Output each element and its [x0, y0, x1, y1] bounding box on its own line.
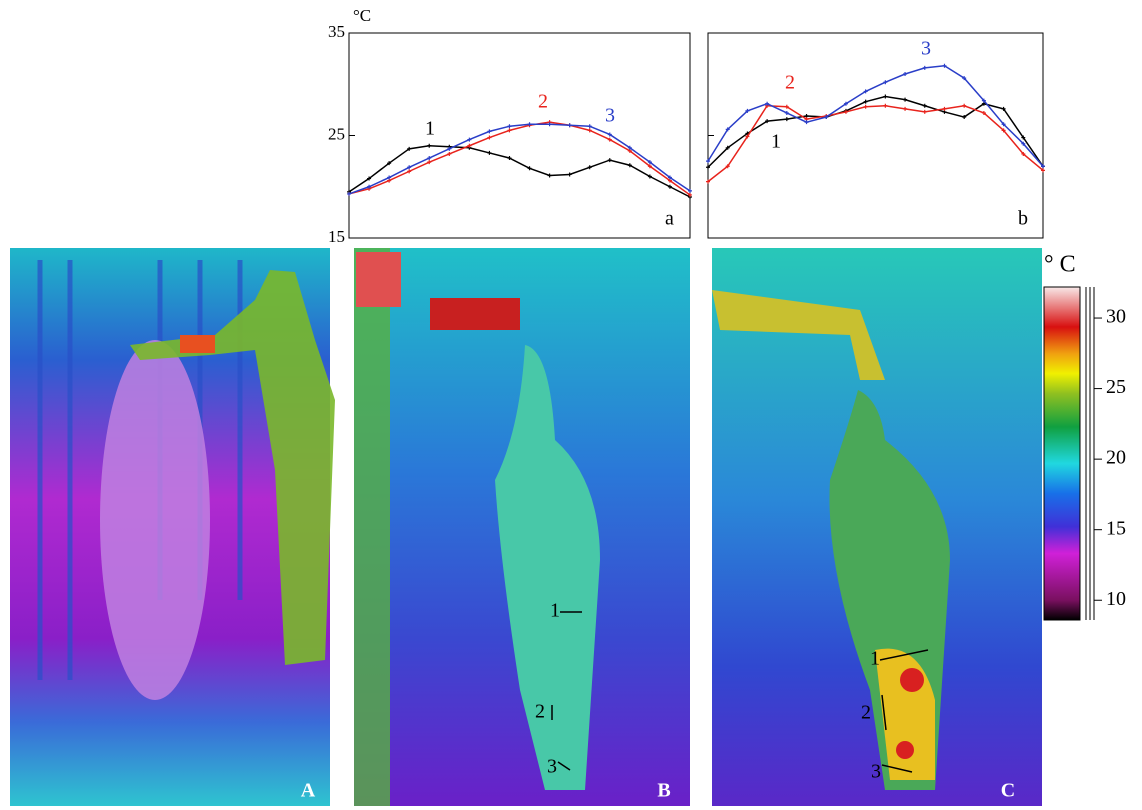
series-marker: [548, 173, 552, 177]
series-marker: [883, 95, 887, 99]
series-label: 2: [538, 91, 548, 113]
thermal-image-a: [10, 248, 335, 806]
series-marker: [923, 104, 927, 108]
image-label: A: [301, 780, 316, 802]
series-marker: [347, 192, 351, 196]
point-label: 3: [547, 756, 557, 778]
colorbar-tick-label: 30: [1106, 306, 1126, 328]
series-line: [349, 122, 690, 195]
series-marker: [785, 117, 789, 121]
point-label: 3: [871, 761, 881, 783]
image-label: B: [657, 780, 670, 802]
series-marker: [487, 151, 491, 155]
series-marker: [487, 129, 491, 133]
series-marker: [864, 105, 868, 109]
series-marker: [568, 123, 572, 127]
series-line: [708, 106, 1043, 182]
series-marker: [487, 136, 491, 140]
series-label: 1: [771, 131, 781, 153]
series-label: 3: [605, 105, 615, 127]
plot-frame: [349, 33, 690, 238]
colorbar-title: ° C: [1044, 252, 1076, 278]
series-line: [708, 66, 1043, 166]
point-label: 1: [550, 600, 560, 622]
y-tick-label: 25: [328, 124, 345, 143]
colorbar-tick-label: 10: [1106, 588, 1126, 610]
colorbar-tick-label: 15: [1106, 517, 1126, 539]
series-marker: [447, 152, 451, 156]
series-label: 2: [785, 72, 795, 94]
y-unit: °C: [353, 6, 371, 25]
series-marker: [588, 165, 592, 169]
series-marker: [883, 104, 887, 108]
panel-label: a: [665, 208, 674, 230]
series-marker: [507, 124, 511, 128]
series-marker: [608, 158, 612, 162]
series-marker: [962, 104, 966, 108]
series-marker: [903, 107, 907, 111]
thermal-image-b: [354, 248, 690, 806]
colorbar: [1044, 287, 1080, 620]
series-marker: [923, 66, 927, 70]
series-marker: [507, 128, 511, 132]
series-marker: [588, 124, 592, 128]
y-tick-label: 35: [328, 22, 345, 41]
colorbar-tick-label: 25: [1106, 376, 1126, 398]
series-marker: [903, 72, 907, 76]
panel-label: b: [1018, 208, 1028, 230]
series-marker: [903, 98, 907, 102]
thermal-image-c: [712, 248, 1042, 806]
series-marker: [568, 172, 572, 176]
point-label: 2: [535, 701, 545, 723]
series-line: [349, 124, 690, 194]
colorbar-tick-label: 20: [1106, 447, 1126, 469]
point-label: 1: [870, 648, 880, 670]
series-marker: [923, 110, 927, 114]
y-tick-label: 15: [328, 227, 345, 246]
series-marker: [942, 107, 946, 111]
figure: ° C 15 25 35 °C a 1 2 3 b 1 2 3 A B 1 2 3 C 1 2 3 10 15 20 25 30: [0, 0, 1142, 810]
point-label: 2: [861, 702, 871, 724]
plot-frame: [708, 33, 1043, 238]
image-label: C: [1001, 780, 1015, 802]
colorbar-rails: [1086, 287, 1094, 620]
series-label: 3: [921, 38, 931, 60]
series-label: 1: [425, 118, 435, 140]
series-marker: [427, 144, 431, 148]
